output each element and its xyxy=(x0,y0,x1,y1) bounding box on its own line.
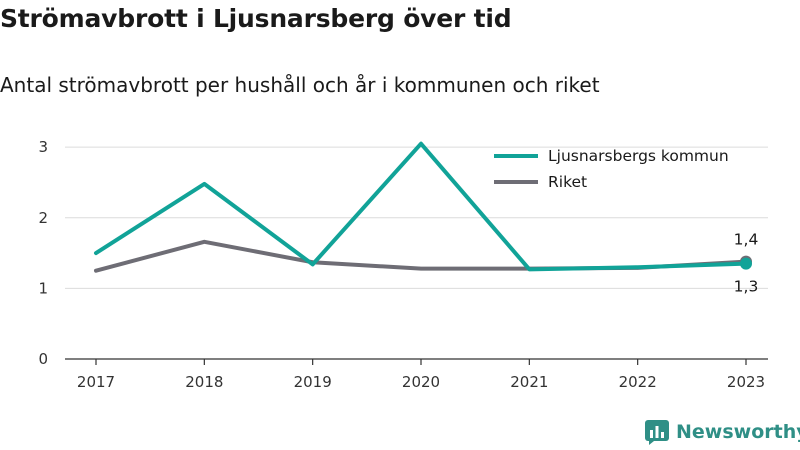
data-label-kommun-2023: 1,3 xyxy=(734,278,759,296)
newsworthy-logo-icon xyxy=(645,420,669,445)
x-tick-label-2019: 2019 xyxy=(294,373,332,391)
y-tick-label-0: 0 xyxy=(38,350,48,368)
legend-label-kommun: Ljusnarsbergs kommun xyxy=(548,147,729,165)
y-tick-label-1: 1 xyxy=(38,279,48,297)
data-label-riket-2023: 1,4 xyxy=(734,231,759,249)
brand-logo: Newsworthy xyxy=(644,419,800,445)
x-tick-label-2018: 2018 xyxy=(185,373,223,391)
x-tick-label-2021: 2021 xyxy=(510,373,548,391)
brand-name: Newsworthy xyxy=(676,421,800,443)
x-tick-label-2017: 2017 xyxy=(77,373,115,391)
x-tick-label-2020: 2020 xyxy=(402,373,440,391)
series-line-kommun xyxy=(94,141,748,272)
y-tick-label-3: 3 xyxy=(38,138,48,156)
x-tick-label-2022: 2022 xyxy=(619,373,657,391)
legend-label-riket: Riket xyxy=(548,173,587,191)
x-tick-label-2023: 2023 xyxy=(727,373,765,391)
chart-subtitle: Antal strömavbrott per hushåll och år i … xyxy=(0,73,600,97)
series-endpoint-kommun xyxy=(740,257,752,270)
y-tick-label-2: 2 xyxy=(38,209,48,227)
chart-title: Strömavbrott i Ljusnarsberg över tid xyxy=(0,4,512,33)
